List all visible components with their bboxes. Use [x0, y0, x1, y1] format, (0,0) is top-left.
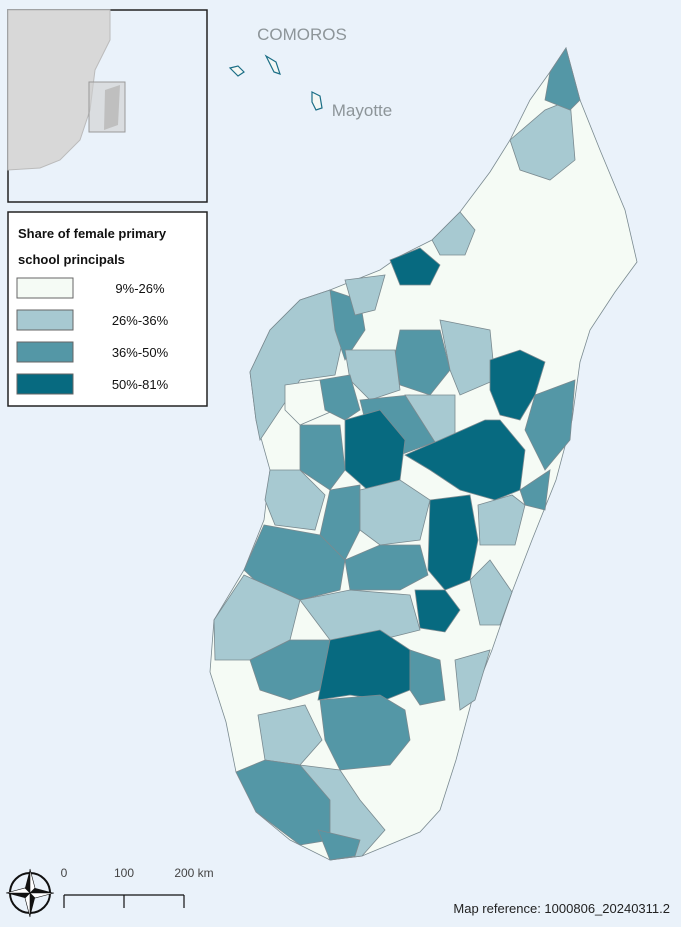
scale-bar: 0 100 200 km [61, 866, 214, 908]
legend-swatch [16, 277, 74, 299]
islands [199, 17, 323, 111]
inset-map [7, 9, 208, 203]
territory-label: Mayotte [332, 101, 392, 120]
legend-label: 9%-26% [115, 281, 165, 296]
map-reference: Map reference: 1000806_20240311.2 [453, 901, 670, 916]
legend-swatch [16, 341, 74, 363]
legend: Share of female primary school principal… [7, 211, 208, 407]
scale-label: 200 km [174, 866, 213, 880]
legend-label: 26%-36% [112, 313, 169, 328]
legend-swatch [16, 309, 74, 331]
legend-title: school principals [18, 252, 125, 267]
legend-label: 50%-81% [112, 377, 169, 392]
country-label: COMOROS [257, 25, 347, 44]
legend-title: Share of female primary [18, 226, 167, 241]
legend-label: 36%-50% [112, 345, 169, 360]
scale-label: 100 [114, 866, 134, 880]
legend-swatch [16, 373, 74, 395]
compass [5, 868, 55, 918]
madagascar [209, 47, 638, 861]
scale-label: 0 [61, 866, 68, 880]
